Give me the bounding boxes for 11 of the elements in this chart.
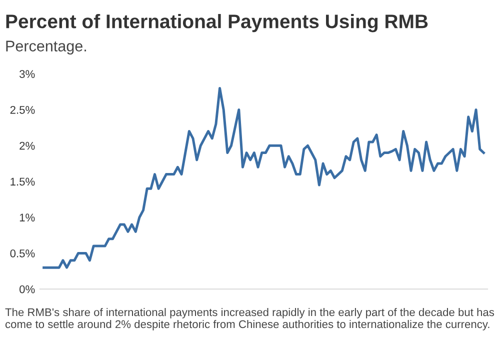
chart-subtitle: Percentage. [6,40,86,54]
y-tick-label: 1.5% [10,178,35,186]
text: The RMB's share of international payments increased rapidly in the early part of the decade but has come to settle around 2% despite rhetoric from Chinese authorities to internationalize the currency. [5,308,494,330]
y-tick-label: 2.5% [10,106,35,114]
line-series [42,86,485,269]
y-tick-label: 2% [20,142,35,150]
y-tick-label: 0.5% [10,249,35,258]
y-tick-label: 1% [20,214,35,222]
chart-title: Percent of International Payments Using RMB [6,14,428,32]
y-tick-label: 3% [20,70,35,78]
y-tick-label: 0% [20,285,35,294]
